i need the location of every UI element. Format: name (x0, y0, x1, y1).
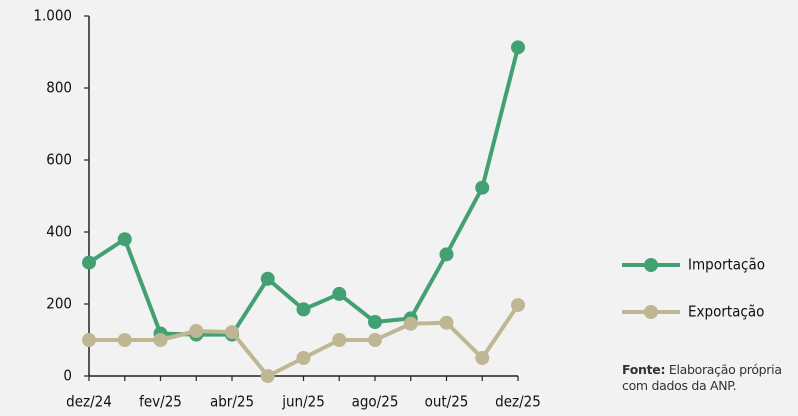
point (475, 351, 490, 365)
point (117, 232, 132, 247)
y-tick-label: 200 (46, 295, 72, 313)
point (296, 351, 311, 365)
y-tick-label: 600 (46, 151, 72, 169)
legend-label: Exportação (688, 303, 764, 321)
x-tick-label: out/25 (425, 393, 469, 411)
series-line (87, 46, 520, 337)
x-tick-label: dez/25 (495, 393, 541, 411)
point (403, 316, 418, 331)
legend-label: Importação (688, 256, 765, 274)
point (82, 333, 96, 347)
source-note: Fonte: Elaboração própria com dados da A… (622, 362, 794, 394)
x-tick-label: abr/25 (210, 393, 254, 411)
y-tick-label: 1.000 (33, 7, 72, 25)
y-tick-label: 0 (63, 367, 72, 385)
point (260, 271, 275, 286)
point (332, 286, 347, 301)
point (368, 333, 382, 347)
point (439, 315, 454, 330)
point (475, 180, 490, 195)
point (225, 325, 239, 340)
point (368, 315, 382, 329)
x-tick-label: jun/25 (281, 393, 325, 411)
legend-marker (644, 305, 658, 319)
source-text: Elaboração própria com dados da ANP. (622, 362, 782, 393)
x-tick-label: dez/24 (66, 393, 112, 411)
point (82, 255, 96, 270)
point (332, 333, 347, 347)
point (153, 333, 168, 347)
legend-marker (644, 258, 658, 272)
point (296, 302, 311, 317)
x-tick-label: ago/25 (352, 393, 399, 411)
point (189, 324, 204, 338)
y-tick-label: 800 (46, 79, 72, 97)
point (439, 247, 454, 262)
y-tick-label: 400 (46, 223, 72, 241)
point (511, 40, 525, 55)
point (511, 298, 525, 313)
source-label: Fonte: (622, 362, 666, 377)
point (117, 333, 132, 347)
x-tick-label: fev/25 (139, 393, 182, 411)
point (260, 369, 275, 383)
